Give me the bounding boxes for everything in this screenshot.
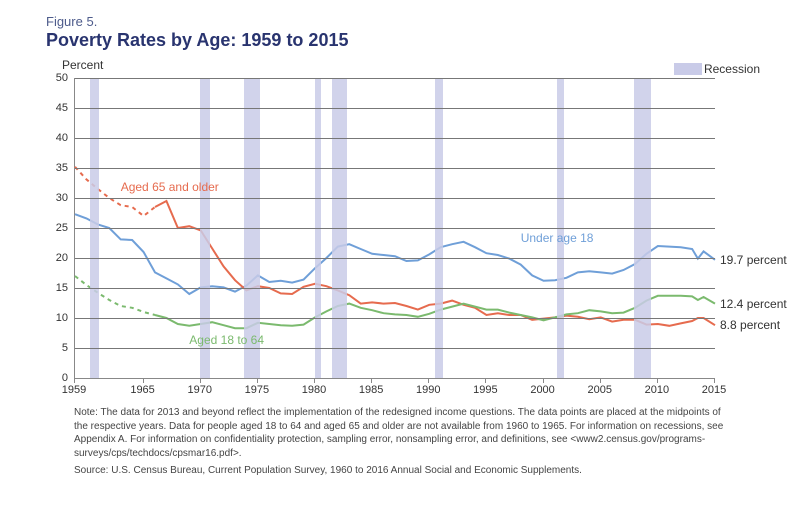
x-tick-label: 2000 [530, 384, 554, 396]
figure-note: Note: The data for 2013 and beyond refle… [74, 406, 724, 478]
x-tick [74, 378, 75, 383]
y-tick-label: 30 [56, 192, 68, 204]
gridline [75, 348, 715, 349]
gridline [75, 108, 715, 109]
x-tick [200, 378, 201, 383]
x-tick [657, 378, 658, 383]
x-tick [314, 378, 315, 383]
y-tick-label: 10 [56, 312, 68, 324]
x-tick-label: 1995 [473, 384, 497, 396]
source-text: Source: U.S. Census Bureau, Current Popu… [74, 464, 724, 478]
x-tick [371, 378, 372, 383]
x-tick-label: 2010 [645, 384, 669, 396]
gridline [75, 258, 715, 259]
y-axis-title: Percent [62, 58, 103, 72]
gridline [75, 288, 715, 289]
x-tick-label: 1980 [302, 384, 326, 396]
y-tick-label: 25 [56, 222, 68, 234]
plot-area: Under age 18 Aged 65 and older Aged 18 to … [74, 78, 715, 379]
gridline [75, 318, 715, 319]
x-tick [143, 378, 144, 383]
y-tick-label: 40 [56, 132, 68, 144]
y-tick-label: 35 [56, 162, 68, 174]
y-tick-label: 0 [62, 372, 68, 384]
gridline [75, 228, 715, 229]
x-tick [257, 378, 258, 383]
figure-title: Poverty Rates by Age: 1959 to 2015 [46, 30, 348, 51]
x-tick-label: 1970 [187, 384, 211, 396]
end-value-label: 8.8 percent [720, 318, 780, 332]
series-line [75, 276, 155, 315]
y-tick-label: 15 [56, 282, 68, 294]
series-label: Aged 18 to 64 [189, 333, 264, 347]
series-line [75, 214, 715, 294]
x-tick [485, 378, 486, 383]
x-tick-label: 2005 [587, 384, 611, 396]
x-tick-label: 1985 [359, 384, 383, 396]
x-tick [543, 378, 544, 383]
gridline [75, 78, 715, 79]
gridline [75, 198, 715, 199]
y-tick-label: 20 [56, 252, 68, 264]
recession-legend-label: Recession [704, 62, 760, 76]
gridline [75, 138, 715, 139]
recession-legend-swatch [674, 63, 702, 75]
end-value-label: 12.4 percent [720, 297, 787, 311]
y-tick-label: 5 [62, 342, 68, 354]
x-tick [600, 378, 601, 383]
end-value-label: 19.7 percent [720, 253, 787, 267]
x-tick-label: 2015 [702, 384, 726, 396]
series-label: Under age 18 [521, 231, 594, 245]
x-tick-label: 1975 [245, 384, 269, 396]
poverty-chart-figure: Figure 5. Poverty Rates by Age: 1959 to … [0, 0, 800, 507]
x-tick-label: 1965 [130, 384, 154, 396]
figure-number: Figure 5. [46, 14, 97, 29]
x-tick-label: 1990 [416, 384, 440, 396]
x-tick-label: 1959 [62, 384, 86, 396]
gridline [75, 168, 715, 169]
x-tick [428, 378, 429, 383]
y-tick-label: 45 [56, 102, 68, 114]
note-text: Note: The data for 2013 and beyond refle… [74, 406, 724, 460]
y-tick-label: 50 [56, 72, 68, 84]
series-label: Aged 65 and older [121, 180, 219, 194]
x-tick [714, 378, 715, 383]
